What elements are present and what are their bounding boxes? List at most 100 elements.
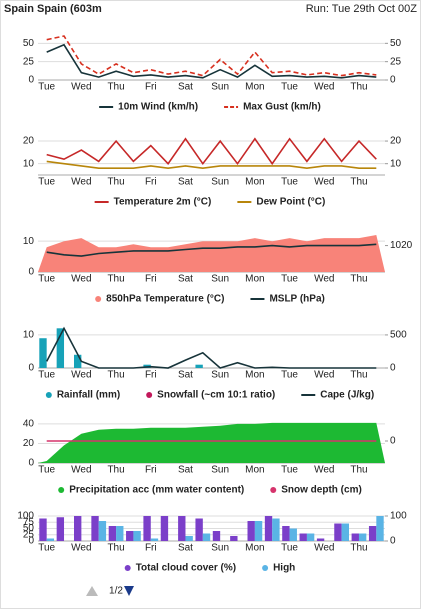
- x-tick-label: Tue: [281, 465, 298, 476]
- x-tick-label: Tue: [38, 370, 55, 381]
- y-tick-label: 0: [28, 363, 34, 374]
- series-line: [46, 43, 377, 79]
- y-tick-label: 10: [23, 330, 35, 341]
- x-tick-label: Thu: [350, 82, 367, 93]
- y-tick-label: 10: [23, 158, 35, 169]
- bar: [116, 526, 124, 541]
- bar: [341, 523, 349, 541]
- legend-marker: [58, 487, 65, 493]
- x-tick-label: Tue: [38, 274, 55, 285]
- x-tick-label: Thu: [107, 543, 124, 554]
- bar: [46, 538, 55, 541]
- y2-tick-label: 0: [390, 363, 396, 374]
- y2-tick-label: 500: [390, 330, 407, 341]
- series-area: [38, 422, 385, 463]
- bar: [133, 531, 141, 541]
- x-tick-label: Fri: [145, 82, 157, 93]
- bar: [195, 518, 203, 541]
- y2-tick-label: 0: [390, 536, 396, 547]
- bar: [376, 516, 384, 541]
- x-tick-label: Fri: [145, 543, 157, 554]
- y2-tick-label: 0: [390, 75, 396, 86]
- run-label: Run: Tue 29th Oct 00Z: [306, 3, 418, 15]
- bar: [178, 516, 186, 541]
- x-tick-label: Mon: [245, 543, 264, 554]
- bar: [272, 518, 280, 541]
- x-tick-label: Tue: [38, 177, 55, 188]
- bar: [247, 521, 255, 541]
- legend-label: Dew Point (°C): [256, 197, 325, 208]
- legend-label: MSLP (hPa): [269, 294, 324, 305]
- x-tick-label: Fri: [145, 465, 157, 476]
- legend-label: Total cloud cover (%): [136, 563, 236, 574]
- x-tick-label: Sat: [178, 177, 193, 188]
- y-tick-label: 25: [23, 56, 35, 67]
- x-tick-label: Fri: [145, 370, 157, 381]
- x-tick-label: Sun: [211, 465, 229, 476]
- legend-label: Rainfall (mm): [57, 390, 120, 401]
- bar: [56, 328, 65, 368]
- y2-tick-label: 1020: [390, 240, 413, 251]
- x-tick-label: Wed: [71, 543, 91, 554]
- x-tick-label: Wed: [71, 274, 91, 285]
- legend-label: Snow depth (cm): [281, 485, 362, 496]
- x-tick-label: Thu: [350, 177, 367, 188]
- legend-label: High: [273, 563, 295, 574]
- legend-label: Snowfall (~cm 10:1 ratio): [157, 390, 275, 401]
- bar: [212, 531, 221, 541]
- bar: [74, 354, 82, 368]
- x-tick-label: Sun: [211, 82, 229, 93]
- bar: [351, 533, 359, 541]
- bar: [282, 526, 290, 541]
- x-tick-label: Sun: [211, 543, 229, 554]
- bar: [74, 516, 82, 541]
- x-tick-label: Mon: [245, 82, 264, 93]
- page-down[interactable]: [124, 586, 134, 596]
- x-tick-label: Tue: [38, 543, 55, 554]
- bar: [98, 521, 107, 541]
- x-tick-label: Sat: [178, 370, 193, 381]
- x-tick-label: Wed: [314, 465, 334, 476]
- series-line: [46, 243, 377, 257]
- x-tick-label: Sat: [178, 543, 193, 554]
- x-tick-label: Mon: [245, 465, 264, 476]
- y-tick-label: 0: [28, 458, 34, 469]
- bar: [126, 531, 134, 541]
- x-tick-label: Tue: [281, 274, 298, 285]
- x-tick-label: Sun: [211, 370, 229, 381]
- y2-tick-label: 100: [390, 511, 407, 522]
- x-tick-label: Thu: [107, 465, 124, 476]
- bar: [368, 526, 377, 541]
- bar: [202, 533, 211, 541]
- bar: [150, 538, 159, 541]
- y-tick-label: 20: [23, 136, 35, 147]
- x-tick-label: Mon: [245, 177, 264, 188]
- x-tick-label: Tue: [281, 370, 298, 381]
- y-tick-label: 75: [23, 517, 35, 528]
- page-up[interactable]: [86, 586, 98, 596]
- bar: [91, 516, 99, 541]
- x-tick-label: Fri: [145, 177, 157, 188]
- x-tick-label: Thu: [350, 370, 367, 381]
- x-tick-label: Tue: [281, 177, 298, 188]
- bar: [39, 518, 47, 541]
- bar: [289, 528, 297, 541]
- x-tick-label: Mon: [245, 274, 264, 285]
- y2-tick-label: 0: [390, 436, 396, 447]
- x-tick-label: Tue: [38, 465, 55, 476]
- pagination: 1/2: [109, 586, 123, 597]
- legend-marker: [270, 487, 277, 493]
- x-tick-label: Wed: [314, 82, 334, 93]
- y2-tick-label: 50: [390, 38, 402, 49]
- x-tick-label: Wed: [71, 177, 91, 188]
- y-tick-label: 50: [23, 523, 35, 534]
- series-line: [46, 160, 377, 170]
- x-tick-label: Sat: [178, 274, 193, 285]
- x-tick-label: Tue: [38, 82, 55, 93]
- bar: [56, 517, 65, 541]
- x-tick-label: Tue: [281, 82, 298, 93]
- legend-label: Temperature 2m (°C): [114, 197, 212, 208]
- bar: [306, 533, 315, 541]
- bar: [358, 533, 367, 541]
- y-tick-label: 25: [23, 529, 35, 540]
